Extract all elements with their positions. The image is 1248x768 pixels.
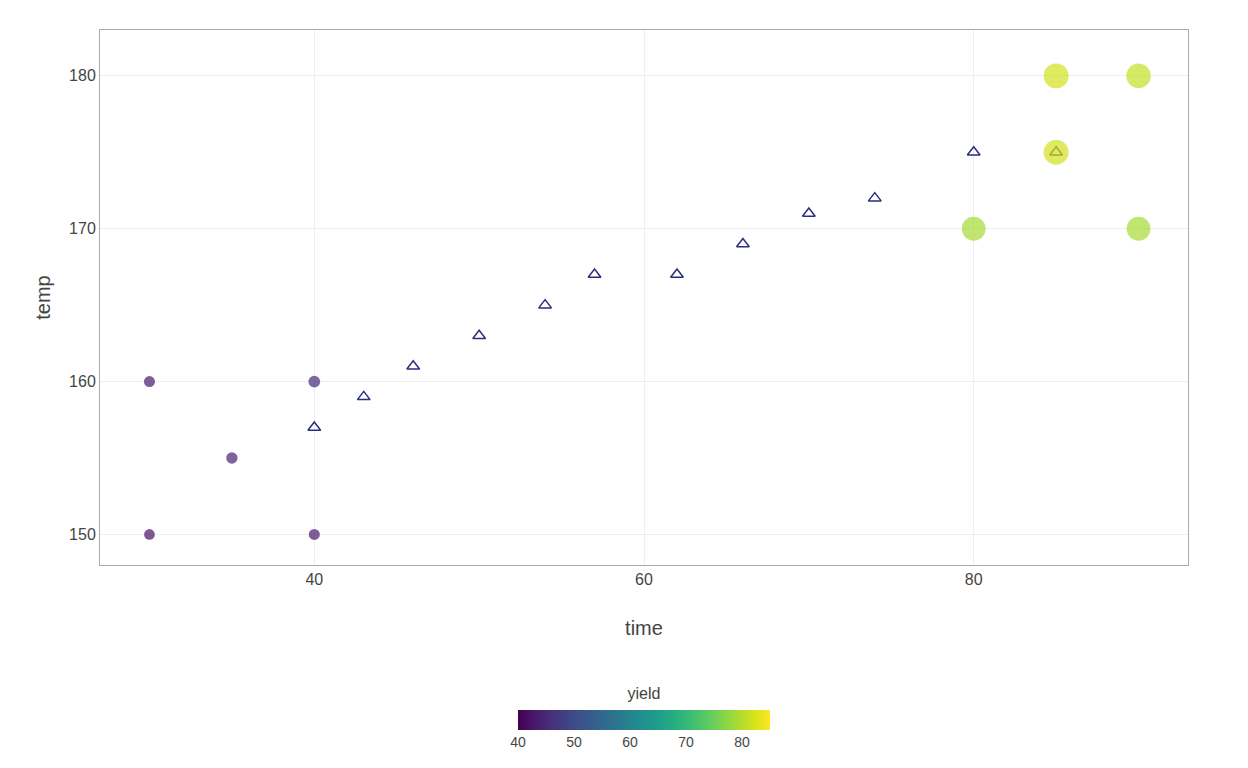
svg-text:60: 60 xyxy=(635,571,653,588)
svg-text:150: 150 xyxy=(69,526,96,543)
svg-text:60: 60 xyxy=(622,734,638,750)
svg-text:temp: temp xyxy=(32,275,54,319)
svg-text:80: 80 xyxy=(965,571,983,588)
svg-text:170: 170 xyxy=(69,220,96,237)
svg-text:40: 40 xyxy=(510,734,526,750)
svg-text:70: 70 xyxy=(678,734,694,750)
svg-text:time: time xyxy=(625,617,663,639)
svg-text:yield: yield xyxy=(628,685,661,702)
svg-text:40: 40 xyxy=(305,571,323,588)
svg-text:80: 80 xyxy=(734,734,750,750)
svg-text:160: 160 xyxy=(69,373,96,390)
svg-text:180: 180 xyxy=(69,67,96,84)
svg-text:50: 50 xyxy=(566,734,582,750)
